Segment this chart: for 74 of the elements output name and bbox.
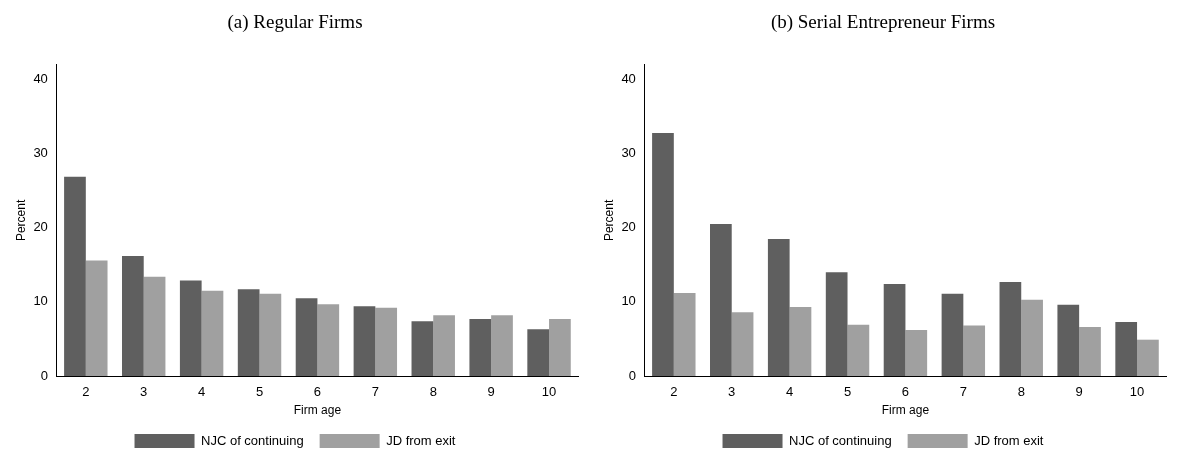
y-axis-title: Percent — [13, 199, 28, 242]
y-tick-label: 30 — [621, 145, 636, 161]
bar — [1021, 299, 1043, 376]
bar — [469, 318, 492, 376]
bar — [433, 315, 455, 376]
bar — [767, 238, 790, 376]
chart-title: (b) Serial Entrepreneur Firms — [770, 11, 996, 34]
chart-title: (a) Regular Firms — [227, 11, 363, 34]
bar — [883, 284, 906, 376]
bar — [1115, 321, 1138, 376]
bar — [1057, 304, 1080, 376]
bar — [710, 224, 732, 376]
y-tick-label: 0 — [40, 367, 48, 383]
bar — [375, 307, 398, 376]
bar — [85, 260, 108, 376]
x-tick-label: 7 — [371, 384, 379, 400]
y-tick-label: 20 — [33, 219, 48, 235]
x-axis-title: Firm age — [293, 403, 342, 418]
bar — [731, 312, 754, 376]
x-tick-label: 4 — [786, 384, 794, 400]
y-tick-label: 10 — [33, 293, 48, 309]
x-tick-label: 4 — [198, 384, 206, 400]
x-axis-title: Firm age — [881, 403, 930, 418]
x-tick-label: 10 — [1129, 384, 1145, 400]
x-tick-label: 8 — [429, 384, 437, 400]
bar — [143, 276, 166, 376]
bar — [64, 176, 86, 376]
bar — [549, 318, 571, 376]
bar — [353, 306, 376, 376]
bar — [201, 290, 224, 376]
bar — [179, 280, 202, 376]
bar — [491, 315, 513, 376]
bar — [825, 272, 848, 376]
bar — [941, 293, 964, 376]
y-axis-title: Percent — [601, 199, 616, 242]
bar — [122, 255, 144, 376]
bar — [1137, 339, 1159, 376]
x-tick-label: 5 — [843, 384, 852, 400]
x-tick-label: 2 — [670, 384, 678, 400]
x-tick-label: 6 — [313, 384, 322, 400]
bar — [963, 325, 986, 376]
x-tick-label: 2 — [82, 384, 90, 400]
bar — [789, 307, 812, 376]
bar — [999, 281, 1022, 376]
legend-label: JD from exit — [974, 432, 1044, 448]
bar — [259, 293, 282, 376]
bar — [905, 330, 928, 376]
x-tick-label: 3 — [140, 384, 148, 400]
x-tick-label: 9 — [487, 384, 495, 400]
bar — [652, 132, 674, 376]
bar — [295, 298, 318, 376]
bar — [237, 289, 260, 376]
x-tick-label: 6 — [901, 384, 910, 400]
y-tick-label: 0 — [628, 367, 636, 383]
legend-label: JD from exit — [386, 432, 456, 448]
bar — [1079, 327, 1101, 376]
y-tick-label: 40 — [621, 71, 636, 87]
legend-label: NJC of continuing — [201, 432, 304, 448]
x-tick-label: 8 — [1017, 384, 1025, 400]
y-tick-label: 10 — [621, 293, 636, 309]
bar — [411, 321, 434, 376]
y-tick-label: 40 — [33, 71, 48, 87]
legend-label: NJC of continuing — [789, 432, 892, 448]
bar — [673, 293, 696, 376]
bar — [527, 329, 550, 376]
y-tick-label: 30 — [33, 145, 48, 161]
bar — [317, 304, 340, 376]
x-tick-label: 10 — [541, 384, 557, 400]
y-tick-label: 20 — [621, 219, 636, 235]
x-tick-label: 5 — [255, 384, 264, 400]
x-tick-label: 9 — [1075, 384, 1083, 400]
bar — [847, 324, 870, 376]
x-tick-label: 7 — [959, 384, 967, 400]
x-tick-label: 3 — [728, 384, 736, 400]
